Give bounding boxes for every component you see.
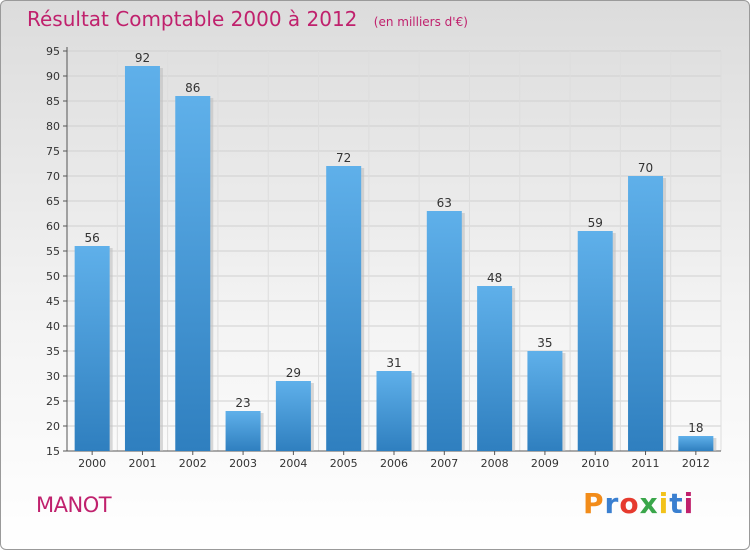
logo-letter: P: [583, 487, 605, 520]
logo-letter: i: [658, 487, 670, 520]
data-label-2010: 59: [588, 216, 603, 230]
y-tick-label: 40: [46, 320, 60, 333]
x-tick-label: 2000: [78, 457, 106, 470]
logo-letter: x: [639, 487, 659, 520]
data-label-2005: 72: [336, 151, 351, 165]
x-tick-label: 2001: [128, 457, 156, 470]
bar-2005: [326, 166, 362, 451]
bar-2010: [577, 231, 613, 451]
x-tick-label: 2010: [581, 457, 609, 470]
data-label-2009: 35: [537, 336, 552, 350]
data-label-2001: 92: [135, 51, 150, 65]
bars: [74, 66, 717, 451]
y-tick-label: 75: [46, 145, 60, 158]
y-tick-label: 80: [46, 120, 60, 133]
y-tick-label: 15: [46, 445, 60, 458]
y-tick-label: 60: [46, 220, 60, 233]
bar-2006: [376, 371, 412, 451]
x-tick-label: 2006: [380, 457, 408, 470]
chart-subtitle: (en milliers d'€): [373, 15, 468, 29]
data-label-2000: 56: [85, 231, 100, 245]
x-tick-label: 2003: [229, 457, 257, 470]
bar-2011: [628, 176, 664, 451]
data-label-2008: 48: [487, 271, 502, 285]
chart-title-text: Résultat Comptable 2000 à 2012: [27, 7, 358, 31]
logo-letter: r: [604, 487, 620, 520]
commune-name: MANOT: [36, 493, 112, 517]
bar-2002: [175, 96, 211, 451]
x-tick-label: 2009: [531, 457, 559, 470]
y-tick-label: 35: [46, 345, 60, 358]
data-label-2004: 29: [286, 366, 301, 380]
x-tick-label: 2005: [330, 457, 358, 470]
y-tick-label: 85: [46, 95, 60, 108]
x-tick-label: 2007: [430, 457, 458, 470]
data-label-2006: 31: [386, 356, 401, 370]
data-label-2012: 18: [688, 421, 703, 435]
data-label-2007: 63: [437, 196, 452, 210]
bar-2004: [275, 381, 311, 451]
y-tick-label: 70: [46, 170, 60, 183]
x-tick-label: 2011: [632, 457, 660, 470]
y-tick-label: 25: [46, 395, 60, 408]
data-labels: 56 92 86 23 29 72 31 63 48 35 59 70 18: [85, 51, 704, 435]
bar-2008: [477, 286, 513, 451]
data-label-2011: 70: [638, 161, 653, 175]
bar-2012: [678, 436, 714, 451]
proxiti-logo[interactable]: Proxiti: [583, 487, 694, 520]
y-tick-label: 65: [46, 195, 60, 208]
bar-2003: [225, 411, 261, 451]
y-tick-label: 50: [46, 270, 60, 283]
bar-2001: [124, 66, 160, 451]
logo-letter: i: [683, 487, 695, 520]
bar-2009: [527, 351, 563, 451]
bar-2000: [74, 246, 110, 451]
x-tick-label: 2004: [279, 457, 307, 470]
bar-2007: [426, 211, 462, 451]
data-label-2003: 23: [235, 396, 250, 410]
y-tick-label: 90: [46, 70, 60, 83]
x-tick-label: 2002: [179, 457, 207, 470]
y-tick-label: 55: [46, 245, 60, 258]
x-tick-label: 2012: [682, 457, 710, 470]
y-tick-label: 95: [46, 45, 60, 58]
y-tick-label: 45: [46, 295, 60, 308]
y-tick-label: 20: [46, 420, 60, 433]
data-label-2002: 86: [185, 81, 200, 95]
logo-letter: o: [619, 487, 640, 520]
y-tick-label: 30: [46, 370, 60, 383]
logo-letter: t: [669, 487, 684, 520]
chart-title: Résultat Comptable 2000 à 2012 (en milli…: [27, 7, 468, 31]
x-tick-label: 2008: [481, 457, 509, 470]
